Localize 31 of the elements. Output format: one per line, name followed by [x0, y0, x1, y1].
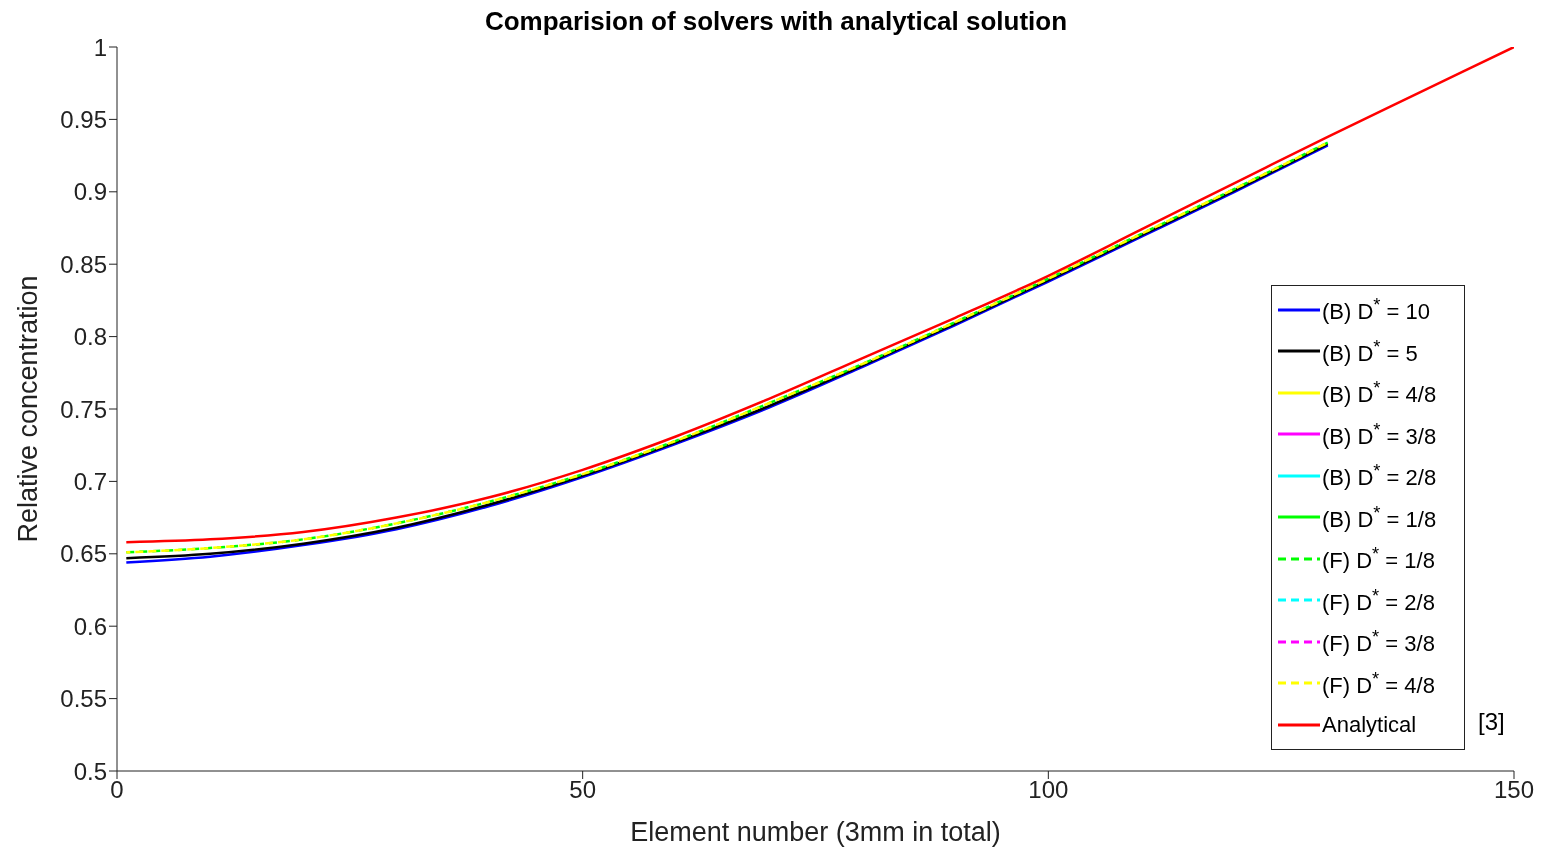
y-tick-label: 0.9 [73, 178, 107, 206]
legend-label: (B) D$^{*}$ = 5 [1322, 335, 1418, 367]
y-tick-label: 0.7 [73, 467, 107, 495]
y-tick-label: 1 [93, 33, 107, 61]
y-tick-label: 0.6 [73, 612, 107, 640]
y-tick-label: 0.95 [60, 105, 107, 133]
legend-label: (F) D$^{*}$ = 4/8 [1322, 667, 1435, 699]
legend-label: Analytical [1322, 711, 1417, 738]
legend-label: (F) D$^{*}$ = 1/8 [1322, 543, 1435, 575]
line-series [125, 47, 1514, 544]
y-tick-label: 0.8 [73, 323, 107, 351]
x-tick-label: 50 [569, 776, 597, 804]
y-tick-label: 0.55 [60, 685, 107, 713]
y-tick-label: 0.75 [60, 395, 107, 423]
legend-label: (B) D$^{*}$ = 10 [1322, 294, 1431, 326]
legend-label: (F) D$^{*}$ = 2/8 [1322, 584, 1435, 616]
y-tick-label: 0.5 [73, 757, 107, 785]
x-tick-label: 100 [1028, 776, 1069, 804]
x-axis-title: Element number (3mm in total) [630, 817, 1001, 847]
y-tick-label: 0.85 [60, 250, 107, 278]
legend-label: (B) D$^{*}$ = 4/8 [1322, 377, 1437, 409]
legend-label: (B) D$^{*}$ = 3/8 [1322, 418, 1437, 450]
x-tick-label: 150 [1493, 776, 1535, 804]
legend-label: (B) D$^{*}$ = 1/8 [1322, 501, 1437, 533]
chart-title: Comparision of solvers with analytical solution [483, 6, 1069, 36]
x-tick-label: 0 [110, 776, 124, 804]
y-tick-label: 0.65 [60, 540, 107, 568]
legend-label: (F) D$^{*}$ = 3/8 [1322, 626, 1435, 658]
y-axis-title: Relative concentration [12, 275, 43, 543]
legend-label: (B) D$^{*}$ = 2/8 [1322, 460, 1437, 492]
annotation: [3] [1478, 708, 1505, 736]
